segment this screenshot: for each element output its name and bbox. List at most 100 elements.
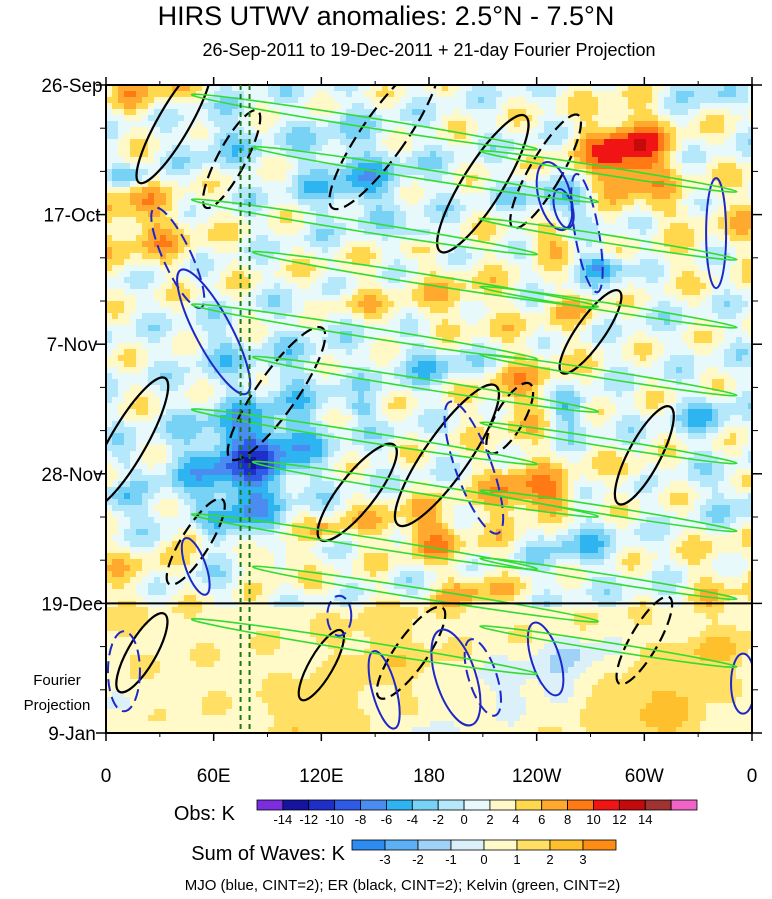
kelvin-contour — [479, 489, 738, 533]
obs-colorbar-tick-label: -10 — [325, 812, 344, 827]
obs-colorbar-swatch — [463, 799, 491, 811]
waves-colorbar-swatch — [582, 839, 617, 851]
waves-colorbar-tick-label: -1 — [445, 852, 457, 867]
kelvin-contour — [190, 617, 539, 676]
kelvin-contour — [479, 217, 738, 261]
obs-colorbar-swatch — [567, 799, 594, 811]
waves-colorbar-tick-label: 3 — [579, 852, 586, 867]
er-contour — [115, 612, 169, 694]
hovmoller-chart: 0 60E 120E 180 120W 60W 026-Sep17-Oct7-Nov28-N… — [24, 76, 762, 867]
kelvin-contour — [190, 93, 539, 151]
chart-title: HIRS UTWV anomalies: 2.5°N - 7.5°N — [157, 1, 615, 31]
kelvin-contour — [479, 149, 738, 193]
er-contour — [509, 113, 583, 230]
obs-colorbar-swatch — [644, 799, 672, 811]
y-tick-label: 19-Dec — [41, 594, 102, 615]
obs-heatmap — [106, 85, 752, 733]
obs-colorbar-tick-label: -14 — [273, 812, 292, 827]
er-contour — [615, 595, 674, 686]
kelvin-contour — [479, 625, 738, 669]
er-contour — [375, 605, 447, 700]
kelvin-contour — [190, 303, 539, 361]
y-tick-label: 26-Sep — [41, 76, 102, 97]
obs-colorbar-tick-label: 8 — [564, 812, 571, 827]
waves-colorbar-swatch — [351, 839, 386, 851]
x-tick-label: 0 — [101, 766, 112, 787]
waves-colorbar-swatch — [384, 839, 419, 851]
waves-colorbar-label: Sum of Waves: K — [191, 843, 345, 865]
obs-colorbar-tick-label: 0 — [460, 812, 467, 827]
obs-colorbar-swatch — [515, 799, 543, 811]
y-tick-label: 17-Oct — [43, 206, 101, 227]
waves-colorbar-tick-label: 0 — [480, 852, 487, 867]
projection-label: Fourier — [33, 672, 81, 689]
waves-colorbar-swatch — [450, 839, 485, 851]
obs-colorbar-swatch — [489, 799, 517, 811]
waves-colorbar-swatch — [417, 839, 452, 851]
mjo-contour — [180, 536, 211, 596]
waves-colorbar-tick-label: -3 — [379, 852, 391, 867]
mjo-contour — [367, 650, 401, 730]
obs-colorbar-swatch — [618, 799, 646, 811]
y-tick-label: 9-Jan — [48, 724, 96, 745]
mjo-contour — [535, 161, 574, 232]
kelvin-contour — [479, 421, 738, 465]
er-contour — [165, 497, 226, 586]
mjo-contour — [106, 630, 141, 713]
obs-colorbar-tick-label: 12 — [612, 812, 626, 827]
kelvin-contour — [190, 198, 539, 256]
chart-subtitle: 26-Sep-2011 to 19-Dec-2011 + 21-day Four… — [202, 40, 656, 60]
obs-colorbar-swatch — [411, 799, 439, 811]
y-tick-label: 7-Nov — [47, 335, 98, 356]
obs-colorbar-swatch — [541, 799, 568, 811]
mjo-contour — [526, 621, 565, 697]
obs-colorbar-tick-label: 4 — [512, 812, 519, 827]
kelvin-contour — [190, 513, 539, 571]
obs-colorbar-swatch — [593, 799, 620, 811]
x-tick-label: 180 — [413, 766, 445, 787]
waves-colorbar-swatch — [516, 839, 551, 851]
er-contour — [558, 289, 623, 375]
projection-label: Projection — [24, 697, 91, 714]
er-contour — [328, 85, 440, 211]
waves-colorbar-tick-label: -2 — [412, 852, 424, 867]
er-contour — [201, 108, 262, 210]
kelvin-contour — [251, 355, 600, 413]
obs-colorbar-swatch — [360, 799, 387, 811]
kelvin-contour — [251, 460, 600, 518]
obs-colorbar-tick-label: -8 — [355, 812, 367, 827]
x-tick-label: 120W — [512, 766, 562, 787]
obs-colorbar-label: Obs: K — [174, 803, 236, 825]
obs-colorbar-swatch — [256, 799, 284, 811]
obs-colorbar-swatch — [308, 799, 336, 811]
kelvin-contour — [251, 145, 600, 204]
er-contour — [226, 325, 327, 462]
obs-colorbar-tick-label: 6 — [538, 812, 545, 827]
x-tick-label: 60W — [625, 766, 664, 787]
waves-colorbar-tick-label: 1 — [513, 852, 520, 867]
mjo-contour — [570, 172, 604, 294]
obs-colorbar-swatch — [386, 799, 413, 811]
mjo-contour — [176, 268, 252, 396]
kelvin-contour — [251, 250, 600, 309]
kelvin-contour — [479, 353, 738, 397]
er-contour — [436, 113, 530, 254]
kelvin-contour — [251, 565, 600, 623]
mjo-contour — [430, 628, 482, 727]
obs-colorbar-tick-label: -6 — [381, 812, 393, 827]
obs-colorbar-tick-label: -2 — [432, 812, 444, 827]
er-contour — [135, 85, 213, 185]
x-tick-label: 120E — [299, 766, 343, 787]
waves-colorbar-swatch — [549, 839, 584, 851]
contour-legend-caption: MJO (blue, CINT=2); ER (black, CINT=2); … — [184, 877, 621, 894]
obs-colorbar-swatch — [334, 799, 361, 811]
er-contour — [297, 628, 345, 702]
er-contour — [613, 405, 675, 506]
mjo-contour — [463, 638, 503, 717]
obs-colorbar-swatch — [282, 799, 310, 811]
obs-colorbar-tick-label: 2 — [486, 812, 493, 827]
kelvin-contour — [479, 285, 738, 329]
obs-colorbar-tick-label: -4 — [407, 812, 419, 827]
mjo-contour — [443, 400, 505, 535]
